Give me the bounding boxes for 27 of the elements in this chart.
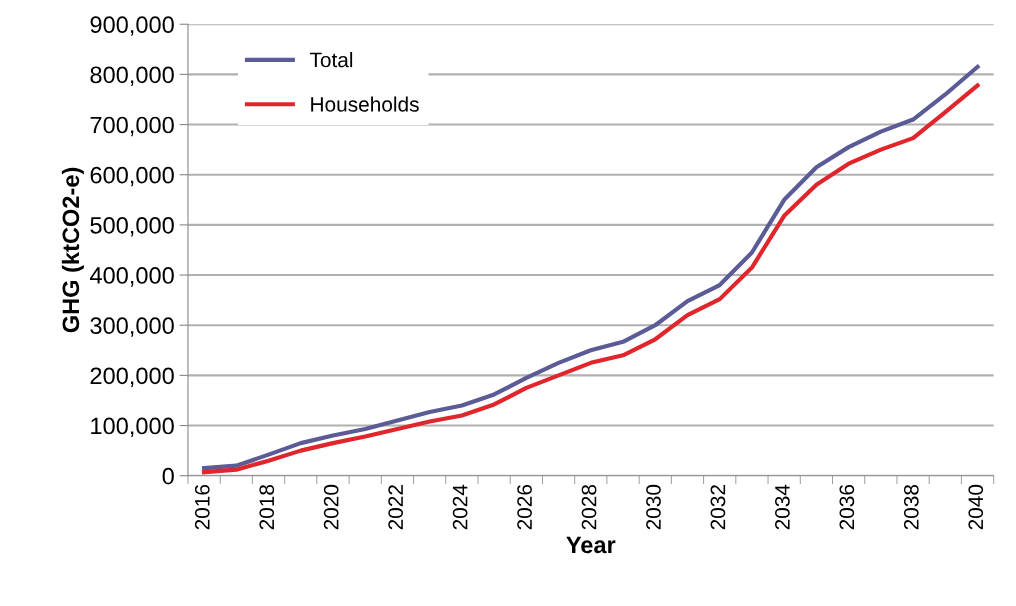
- y-tick-label: 900,000: [90, 16, 174, 36]
- legend-label: Households: [311, 96, 419, 112]
- y-tick-label: 600,000: [90, 166, 174, 187]
- x-tick-label: 2016: [194, 484, 210, 530]
- x-tick-label: 2022: [388, 485, 404, 530]
- y-tick-label: 400,000: [89, 267, 174, 287]
- x-tick-label: 2038: [903, 484, 919, 530]
- x-tick-label: 2026: [517, 484, 532, 530]
- x-tick-label: 2032: [710, 485, 726, 530]
- x-tick-label: 2036: [839, 484, 855, 530]
- x-tick-label: 2034: [775, 484, 790, 530]
- x-tick-label: 2018: [259, 484, 275, 530]
- y-tick-label: 500,000: [90, 216, 174, 237]
- x-axis-title: Year: [566, 536, 616, 554]
- x-tick-label: 2030: [646, 484, 661, 530]
- y-axis-title: GHG (ktCO2-e): [61, 167, 84, 333]
- x-tick-label: 2040: [968, 484, 984, 530]
- y-tick-label: 800,000: [90, 66, 174, 86]
- y-tick-label: 100,000: [91, 417, 174, 438]
- y-tick-label: 200,000: [90, 367, 174, 387]
- y-tick-label: 300,000: [90, 317, 174, 337]
- x-tick-label: 2028: [581, 484, 597, 530]
- legend-label: Total: [309, 52, 353, 68]
- x-tick-label: 2024: [452, 484, 468, 530]
- y-tick-label: 0: [162, 467, 174, 485]
- y-tick-label: 700,000: [90, 116, 174, 137]
- x-tick-label: 2020: [323, 484, 339, 530]
